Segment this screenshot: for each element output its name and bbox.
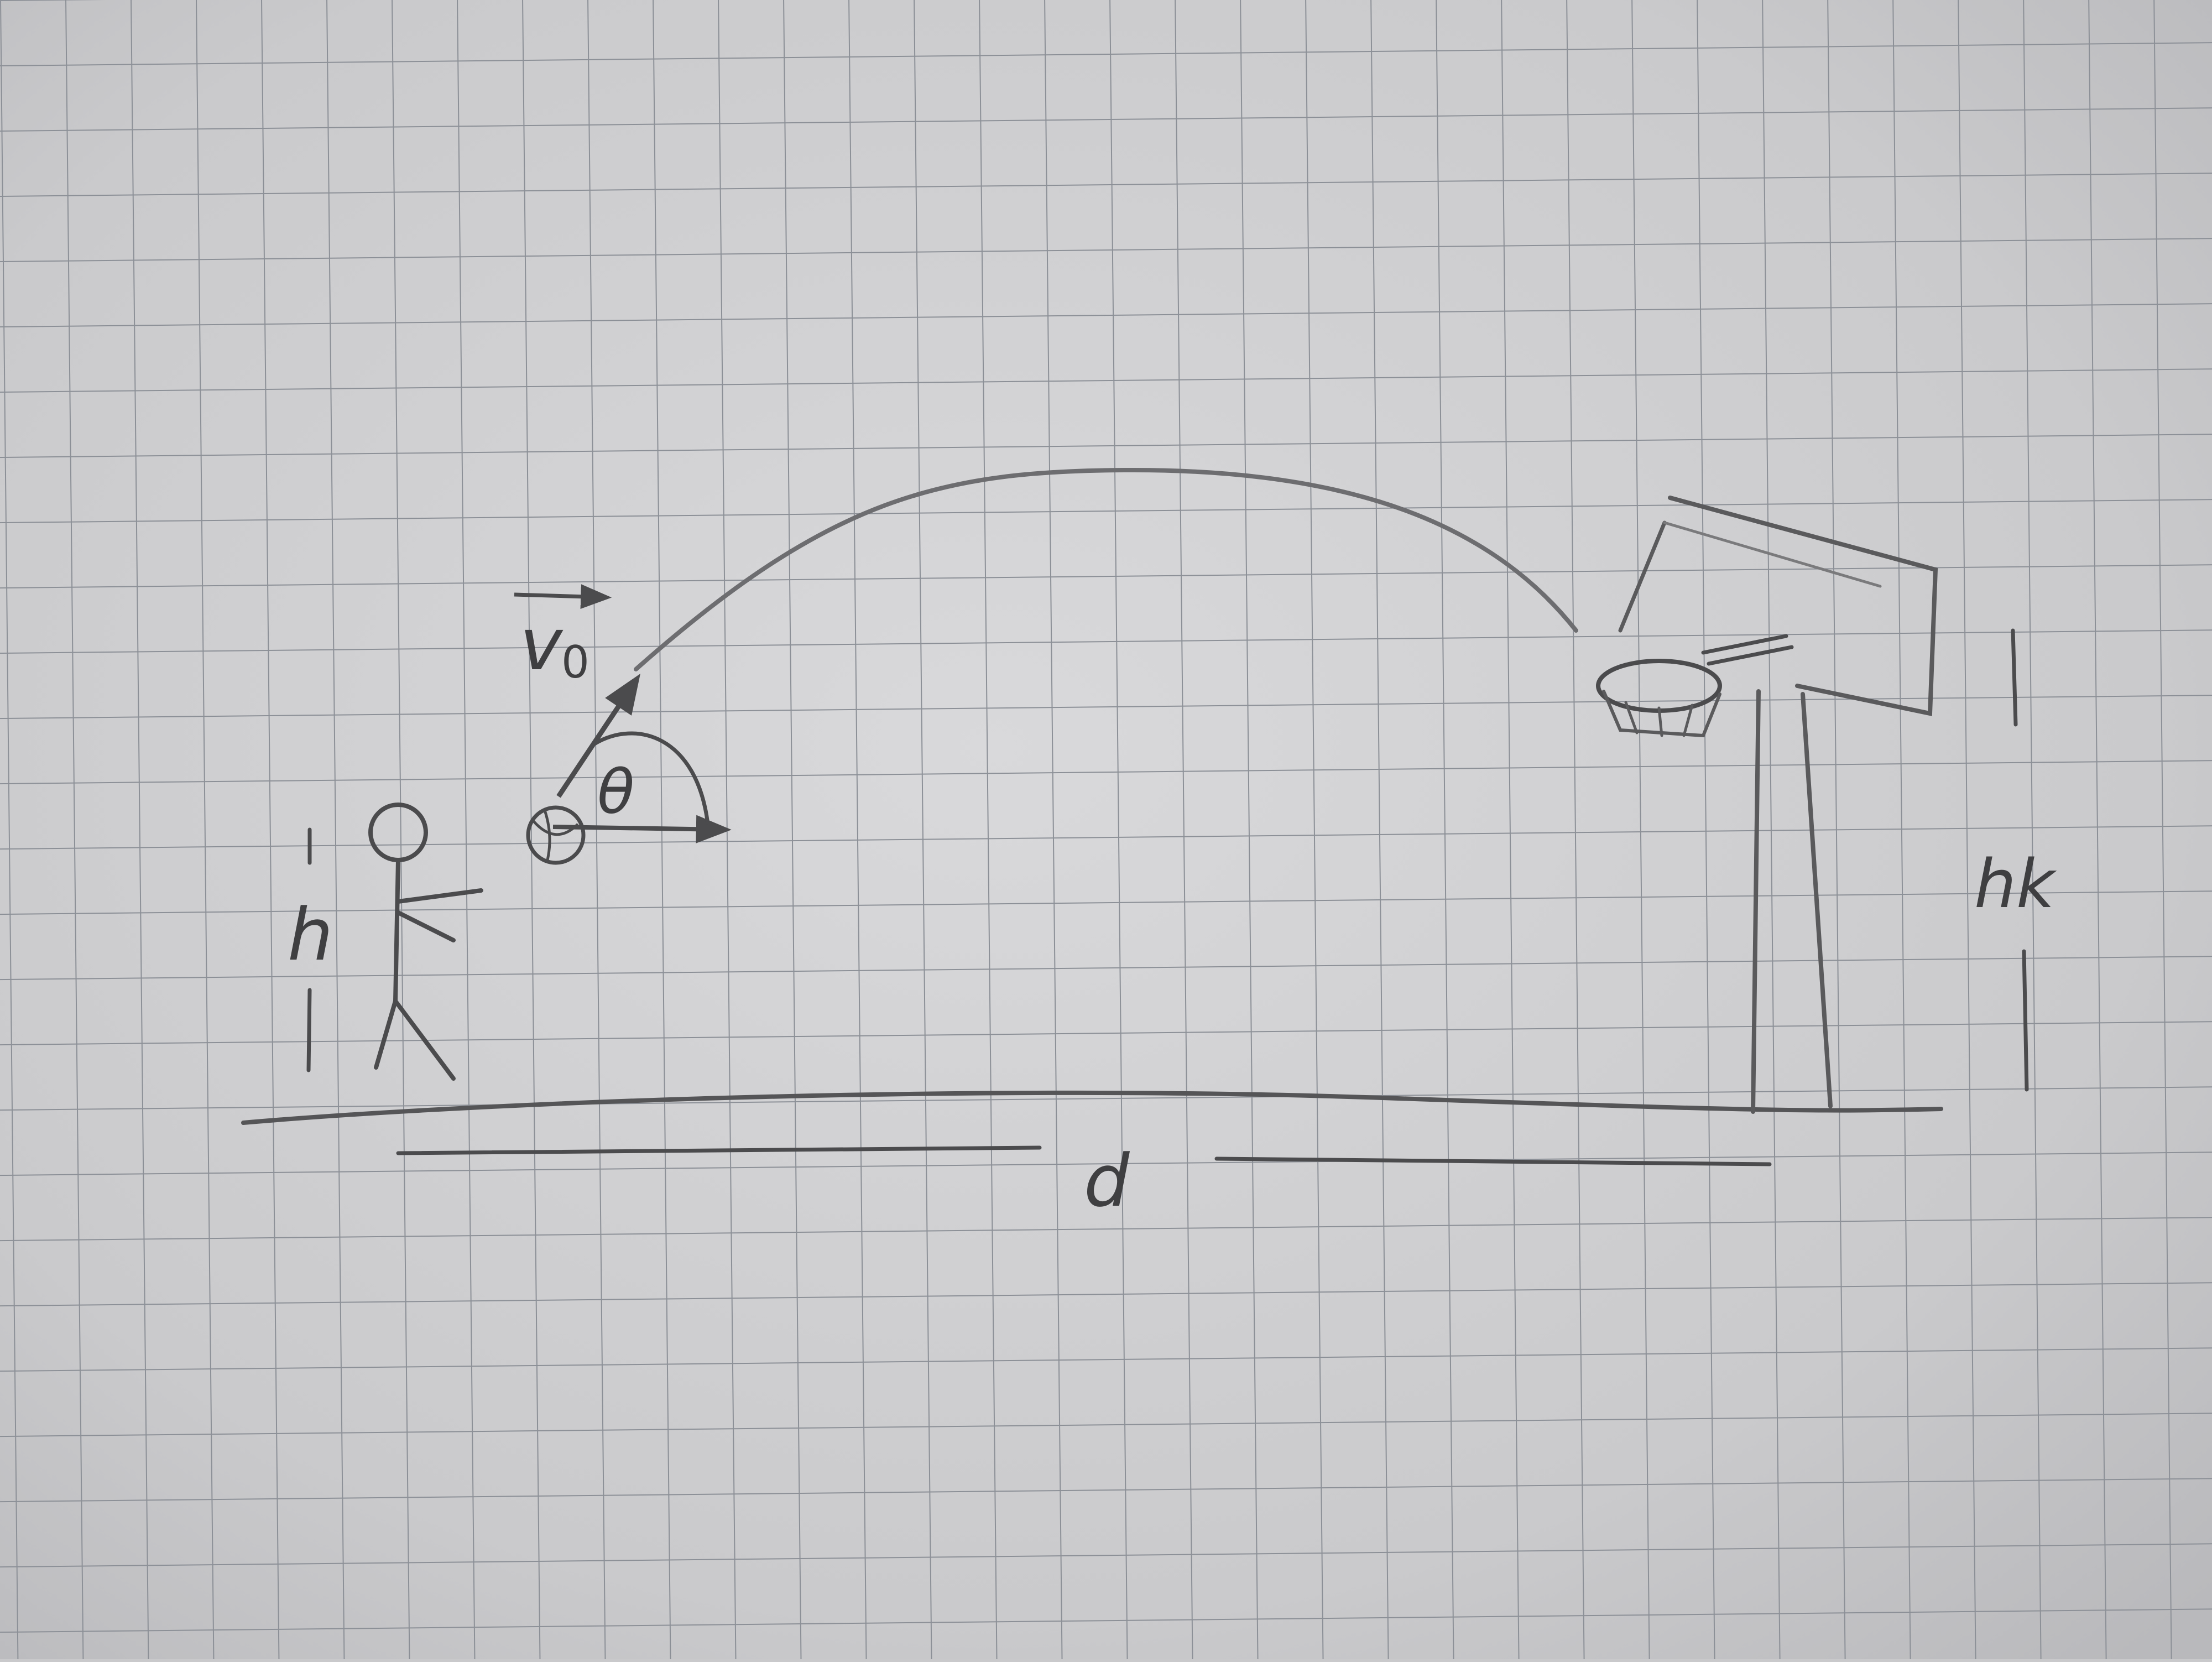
- shooter-height-label: h: [288, 893, 333, 977]
- shooter-height-dimension: [306, 827, 312, 1072]
- distance-label: d: [1084, 1139, 1130, 1223]
- velocity-label-base: v: [520, 602, 564, 686]
- distance-dimension: [396, 1145, 1772, 1166]
- angle-label: θ: [597, 757, 634, 827]
- hoop-height-label: hk: [1974, 846, 2057, 923]
- basketball-icon: [526, 805, 586, 865]
- angle-arc: [593, 731, 710, 825]
- hoop-height-dimension: [2011, 628, 2029, 1092]
- stick-figure-icon: [368, 803, 483, 1081]
- horizontal-reference-arrow: [552, 815, 732, 843]
- ground-line: [241, 1090, 1943, 1125]
- basketball-hoop-icon: [1596, 496, 1938, 1114]
- velocity-label-subscript: 0: [561, 637, 589, 688]
- trajectory-arc: [634, 467, 1578, 671]
- velocity-label: v 0: [514, 584, 612, 688]
- velocity-vector: [556, 674, 640, 798]
